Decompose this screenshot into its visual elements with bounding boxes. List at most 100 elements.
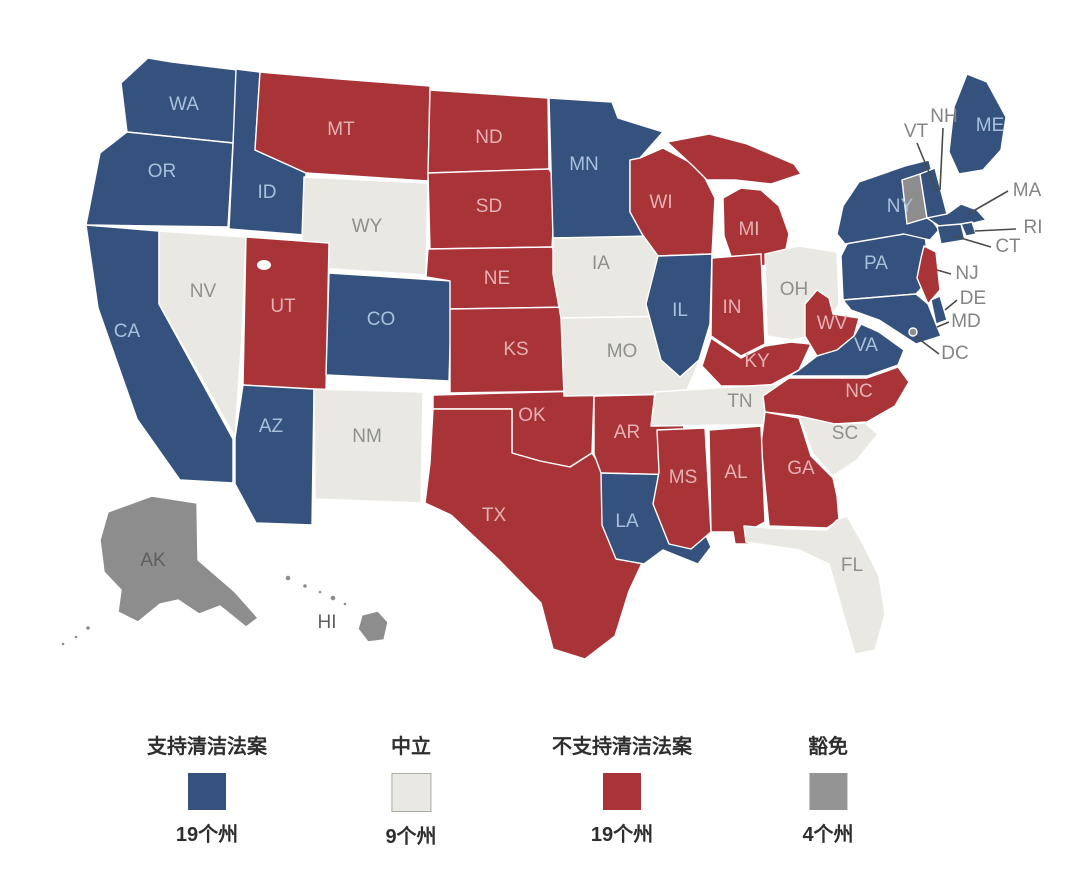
legend-oppose-label: 不支持清洁法案 <box>552 736 692 758</box>
state-mt-label: MT <box>327 119 355 140</box>
leader-vt <box>916 142 938 193</box>
state-ms-label: MS <box>669 467 698 488</box>
us-map: WA OR CA NV ID MT WY UT CO AZ NM ND SD N… <box>60 57 1043 660</box>
state-me-shape <box>948 73 1007 175</box>
lakes <box>257 260 271 270</box>
legend-neutral-swatch <box>391 773 431 812</box>
state-nv-shape <box>158 230 247 438</box>
state-dc-label: DC <box>941 343 968 364</box>
state-ut-label: UT <box>270 296 296 317</box>
leader-ma <box>967 190 1009 215</box>
state-nc-label: NC <box>845 381 872 402</box>
state-ct-shape <box>936 223 966 245</box>
state-ky-label: KY <box>744 351 770 372</box>
state-ny-label: NY <box>887 196 914 217</box>
state-mi-label: MI <box>738 219 759 240</box>
state-tn-label: TN <box>727 391 752 412</box>
state-nj-label: NJ <box>955 263 978 284</box>
state-ms-shape <box>652 427 712 550</box>
state-wi-label: WI <box>649 192 672 213</box>
state-nm-label: NM <box>352 426 382 447</box>
state-id-label: ID <box>258 182 277 203</box>
state-ks-label: KS <box>503 339 528 360</box>
leader-nj <box>936 269 952 275</box>
state-mo-label: MO <box>607 341 638 362</box>
state-wi-shape <box>629 147 716 257</box>
state-ca-label: CA <box>114 321 141 342</box>
state-nd-label: ND <box>475 127 502 148</box>
state-ne-label: NE <box>484 268 510 289</box>
leader-ct <box>953 235 992 248</box>
state-or-label: OR <box>148 161 177 182</box>
state-wa-label: WA <box>169 94 199 115</box>
state-al-shape <box>708 425 766 545</box>
state-ar-label: AR <box>614 422 640 443</box>
legend-item-oppose: 不支持清洁法案 19个州 <box>552 736 692 847</box>
state-shapes <box>60 57 1007 660</box>
legend-item-support: 支持清洁法案 19个州 <box>147 736 267 847</box>
state-ri-shape <box>960 221 977 237</box>
leader-nh <box>939 127 944 191</box>
state-wv-shape <box>804 289 860 357</box>
state-nv-label: NV <box>190 281 217 302</box>
state-mn-label: MN <box>569 154 599 175</box>
state-mi-upper-shape <box>666 133 802 185</box>
legend-support-label: 支持清洁法案 <box>147 736 267 758</box>
legend-neutral-count: 9个州 <box>385 826 437 848</box>
leader-de <box>944 299 958 311</box>
state-in-label: IN <box>723 297 742 318</box>
state-fl-shape <box>743 515 886 655</box>
state-ak-shape <box>99 495 259 628</box>
state-or-shape <box>85 131 234 228</box>
legend-oppose-swatch <box>603 773 641 810</box>
legend-support-count: 19个州 <box>175 824 239 846</box>
state-nc-shape <box>762 366 910 425</box>
state-il-label: IL <box>672 300 688 321</box>
state-hi-island <box>329 594 337 602</box>
legend-exempt-swatch <box>809 773 847 810</box>
leader-dc <box>914 335 940 355</box>
state-ga-shape <box>760 411 840 529</box>
legend-exempt-label: 豁免 <box>808 736 848 758</box>
state-tx-label: TX <box>482 505 507 526</box>
state-ok-label: OK <box>518 405 546 426</box>
state-ak-islet <box>84 624 92 632</box>
leader-ri <box>974 228 1017 232</box>
state-ct-label: CT <box>995 236 1021 257</box>
state-hi-island <box>301 582 309 590</box>
state-ri-label: RI <box>1024 217 1043 238</box>
state-ak-islet <box>73 634 79 640</box>
state-la-label: LA <box>615 511 639 532</box>
state-oh-label: OH <box>780 279 809 300</box>
legend-item-neutral: 中立 9个州 <box>385 736 436 849</box>
state-sd-label: SD <box>476 196 502 217</box>
state-hi-island <box>317 589 323 595</box>
state-az-label: AZ <box>259 416 284 437</box>
state-wv-label: WV <box>817 313 848 334</box>
state-wy-label: WY <box>352 216 383 237</box>
state-ia-label: IA <box>592 253 610 274</box>
state-co-shape <box>325 272 453 382</box>
legend: 支持清洁法案 19个州 中立 9个州 不支持清洁法案 19个州 豁免 4个州 <box>0 730 1080 860</box>
state-de-label: DE <box>960 288 986 309</box>
state-hi-island <box>342 601 348 607</box>
state-ma-label: MA <box>1013 180 1042 201</box>
state-mi-lower-shape <box>722 187 790 269</box>
state-va-label: VA <box>854 335 878 356</box>
legend-exempt-count: 4个州 <box>802 824 854 846</box>
state-az-shape <box>234 384 315 526</box>
state-in-shape <box>710 253 766 357</box>
state-fl-label: FL <box>841 555 863 576</box>
state-dc-shape <box>908 327 918 337</box>
state-ga-label: GA <box>787 458 815 479</box>
legend-oppose-count: 19个州 <box>590 824 654 846</box>
state-vt-label: VT <box>904 121 929 142</box>
state-me-label: ME <box>976 115 1005 136</box>
state-ak-label: AK <box>140 550 166 571</box>
legend-neutral-label: 中立 <box>391 736 431 758</box>
state-hi-label: HI <box>318 612 337 633</box>
state-nh-label: NH <box>930 106 957 127</box>
leader-md <box>936 321 950 328</box>
leader-lines <box>914 127 1017 355</box>
